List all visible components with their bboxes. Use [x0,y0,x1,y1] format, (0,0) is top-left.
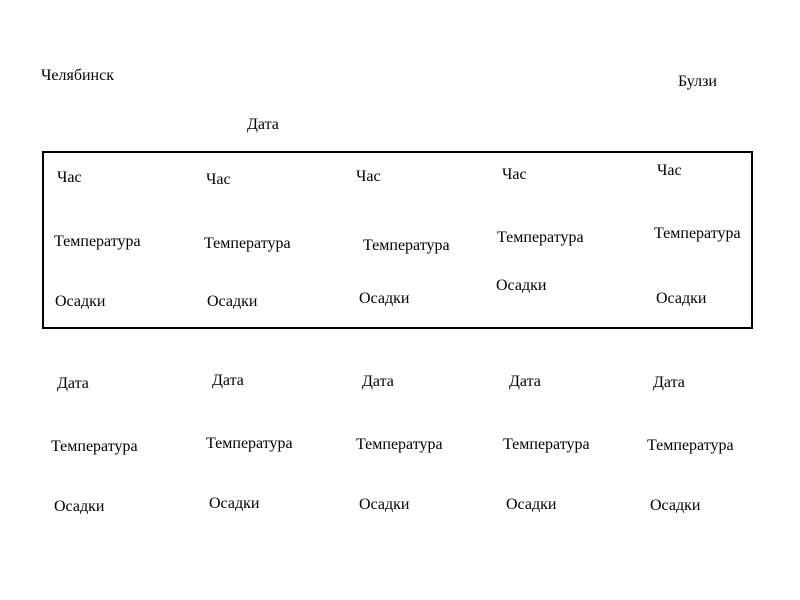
daily-temperature-label: Температура [503,436,590,453]
city-right-label: Булзи [678,73,717,90]
hourly-temperature-label: Температура [654,225,741,242]
daily-temperature-label: Температура [206,435,293,452]
hourly-precipitation-label: Осадки [55,293,106,310]
date-label: Дата [247,116,279,133]
hourly-precipitation-label: Осадки [359,290,410,307]
daily-temperature-label: Температура [647,437,734,454]
hourly-temperature-label: Температура [54,233,141,250]
daily-precipitation-label: Осадки [359,496,410,513]
daily-precipitation-label: Осадки [209,495,260,512]
daily-temperature-label: Температура [356,436,443,453]
daily-date-label: Дата [509,373,541,390]
hourly-temperature-label: Температура [363,237,450,254]
daily-date-label: Дата [212,372,244,389]
daily-temperature-label: Температура [51,438,138,455]
hourly-precipitation-label: Осадки [207,293,258,310]
hourly-hour-label: Час [356,168,381,185]
hourly-precipitation-label: Осадки [656,290,707,307]
hourly-hour-label: Час [502,166,527,183]
hourly-forecast-panel [42,151,753,329]
daily-precipitation-label: Осадки [506,496,557,513]
hourly-temperature-label: Температура [204,235,291,252]
hourly-hour-label: Час [206,171,231,188]
hourly-hour-label: Час [57,169,82,186]
daily-date-label: Дата [57,375,89,392]
hourly-temperature-label: Температура [497,229,584,246]
hourly-precipitation-label: Осадки [496,277,547,294]
hourly-hour-label: Час [657,162,682,179]
city-left-label: Челябинск [41,67,114,84]
daily-precipitation-label: Осадки [650,497,701,514]
daily-date-label: Дата [362,373,394,390]
daily-date-label: Дата [653,374,685,391]
daily-precipitation-label: Осадки [54,498,105,515]
